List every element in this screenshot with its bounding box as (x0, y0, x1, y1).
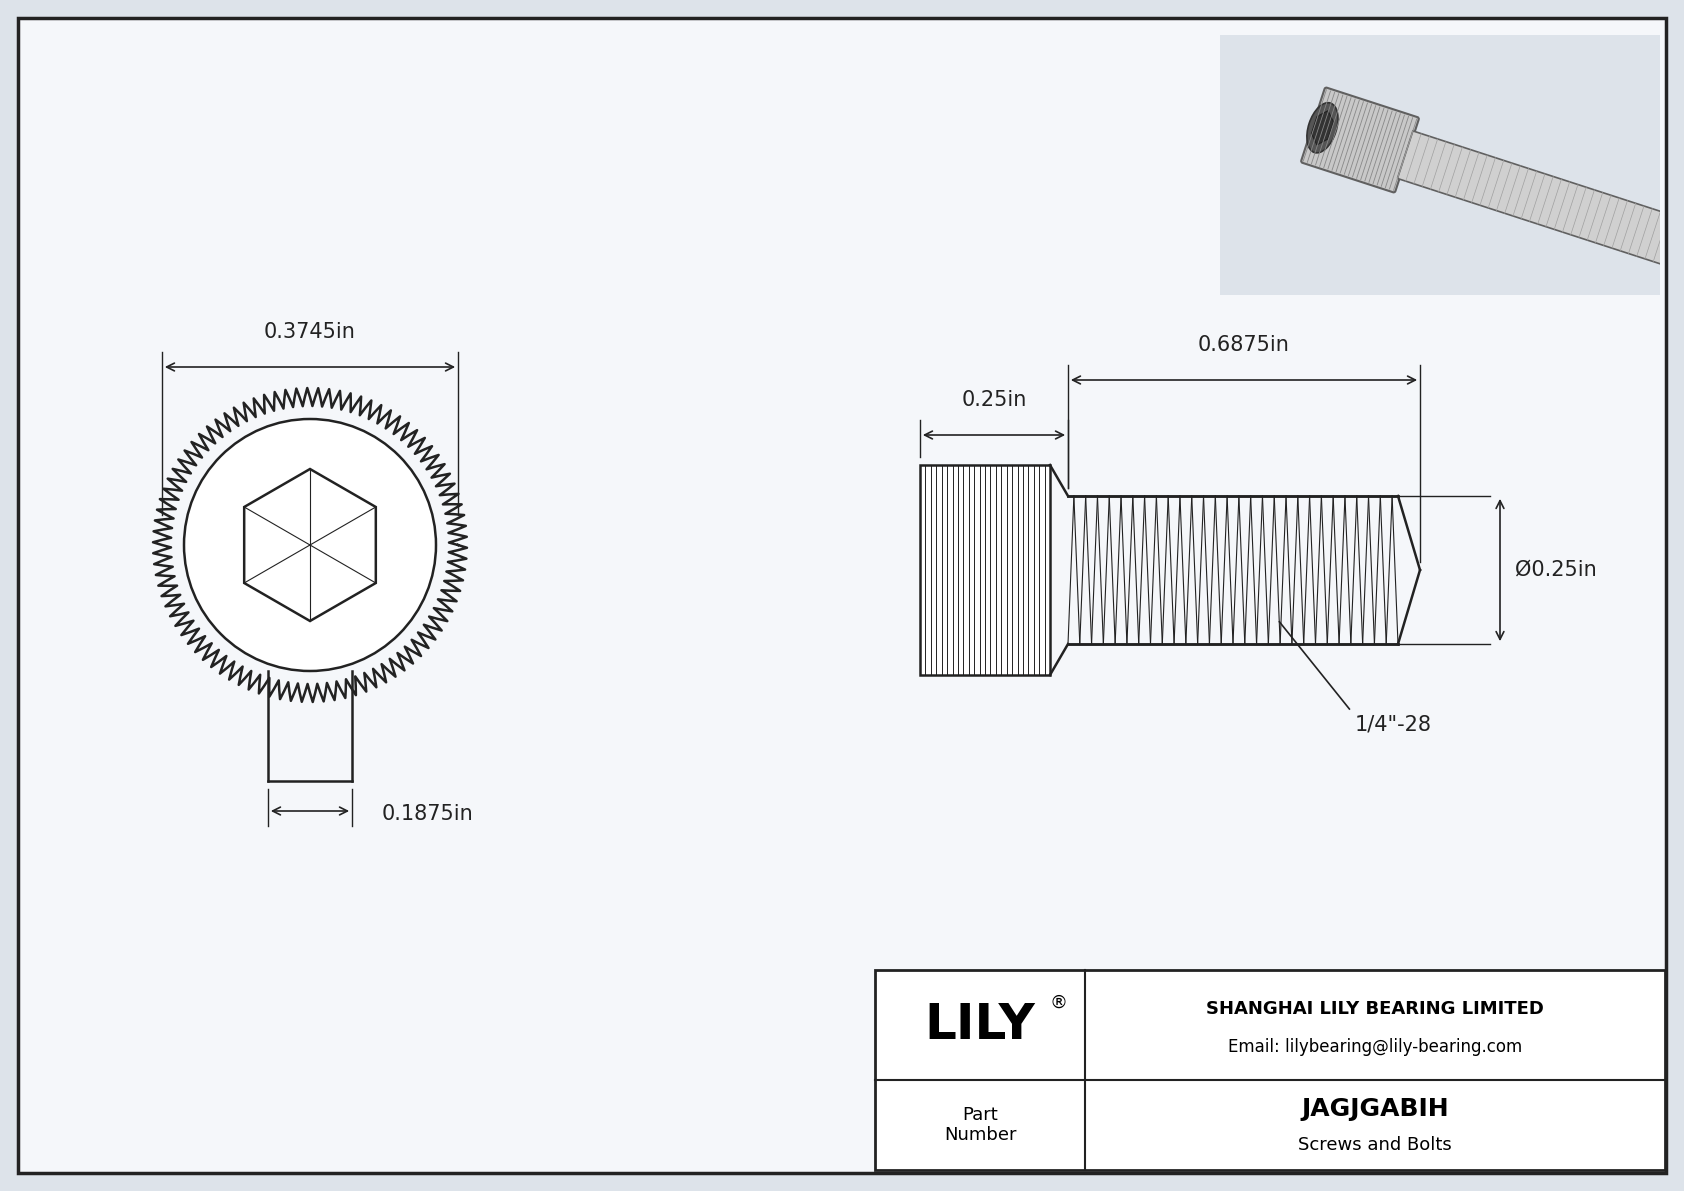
Circle shape (184, 419, 436, 671)
Polygon shape (1677, 222, 1684, 269)
Text: 1/4"-28: 1/4"-28 (1354, 713, 1431, 734)
Text: Screws and Bolts: Screws and Bolts (1298, 1136, 1452, 1154)
Ellipse shape (1307, 102, 1339, 152)
Text: Email: lilybearing@lily-bearing.com: Email: lilybearing@lily-bearing.com (1228, 1039, 1522, 1056)
FancyBboxPatch shape (1302, 88, 1420, 193)
Bar (919, 464, 1051, 675)
Text: Part
Number: Part Number (943, 1105, 1015, 1145)
Text: ®: ® (1049, 994, 1068, 1012)
Polygon shape (1312, 111, 1334, 145)
Text: 0.1875in: 0.1875in (382, 804, 473, 824)
Bar (1398, 131, 1684, 269)
Polygon shape (244, 469, 376, 621)
Text: 0.25in: 0.25in (962, 389, 1027, 410)
Text: LILY: LILY (925, 1000, 1036, 1049)
Text: SHANGHAI LILY BEARING LIMITED: SHANGHAI LILY BEARING LIMITED (1206, 999, 1544, 1017)
Bar (1398, 131, 1684, 269)
Bar (876, 969, 1665, 1170)
Text: Ø0.25in: Ø0.25in (1516, 560, 1596, 580)
Text: JAGJGABIH: JAGJGABIH (1302, 1097, 1448, 1121)
Text: 0.6875in: 0.6875in (1197, 335, 1290, 355)
Text: 0.3745in: 0.3745in (264, 322, 355, 342)
